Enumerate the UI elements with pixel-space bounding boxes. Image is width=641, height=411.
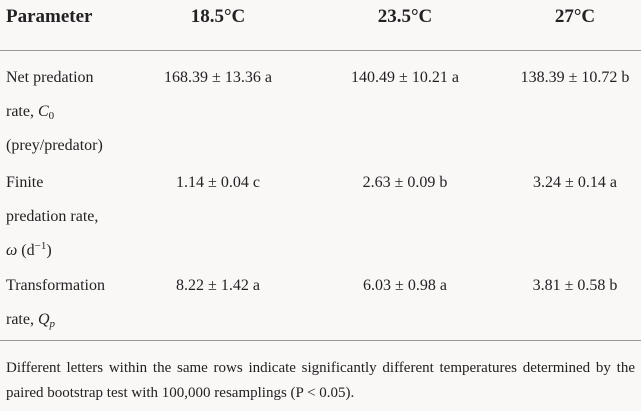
text: Net predation [6, 69, 94, 86]
subscript-text: p [49, 318, 56, 330]
rule [0, 50, 641, 51]
symbol: Q [37, 311, 50, 328]
value-cell: 140.49 ± 10.21 a [351, 69, 459, 86]
text: rate, C0 [6, 95, 103, 129]
value-cell: 2.63 ± 0.09 b [362, 174, 448, 191]
text: ) [46, 242, 52, 259]
subscript: p [50, 318, 56, 330]
text: (d [21, 242, 35, 259]
value-cell: 8.22 ± 1.42 a [176, 277, 260, 294]
text: Transformation [6, 277, 105, 294]
header-cell: Parameter [6, 6, 93, 27]
symbol: C [37, 103, 49, 120]
value-cell: 1.14 ± 0.04 c [176, 174, 260, 191]
subscript: 0 [48, 110, 55, 122]
parameter-cell: Transformation rate, Qp [6, 269, 105, 337]
text: rate, Qp [6, 303, 105, 337]
value-cell: 3.81 ± 0.58 b [532, 277, 618, 294]
rule [0, 340, 641, 341]
text: rate, [6, 311, 34, 328]
text: predation rate, [6, 208, 99, 225]
text: ω (d−1) [6, 234, 98, 268]
value-cell: 168.39 ± 13.36 a [164, 69, 272, 86]
text: Finite [6, 174, 44, 191]
value-cell: 6.03 ± 0.98 a [363, 277, 447, 294]
value-cell: 3.24 ± 0.14 a [533, 174, 617, 191]
text: (prey/predator) [6, 137, 103, 154]
header-cell: 27°C [554, 6, 596, 27]
symbol: ω [6, 242, 18, 259]
footnote: Different letters within the same rows i… [6, 360, 635, 401]
parameter-cell: Net predation rate, C0 (prey/predator) [6, 61, 103, 163]
parameter-cell: Finite predation rate, ω (d−1) [6, 166, 98, 268]
value-cell: 138.39 ± 10.72 b [520, 69, 630, 86]
text: rate, [6, 103, 34, 120]
header-cell: 18.5°C [190, 6, 246, 27]
header-cell: 23.5°C [377, 6, 433, 27]
superscript: −1 [34, 240, 47, 252]
